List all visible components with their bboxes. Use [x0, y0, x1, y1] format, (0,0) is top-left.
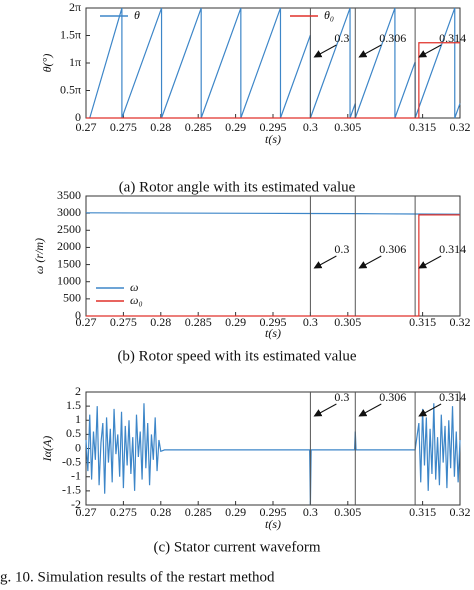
- y-tick-label: -2: [71, 497, 81, 511]
- series-line: [85, 212, 461, 215]
- marker-label: 0.314: [439, 390, 466, 404]
- x-tick-label: 0.275: [110, 315, 137, 329]
- x-tick-label: 0.32: [450, 315, 471, 329]
- legend-label: θ: [134, 8, 140, 22]
- x-tick-label: 0.29: [225, 505, 246, 519]
- x-tick-label: 0.29: [225, 315, 246, 329]
- marker-label: 0.314: [439, 31, 466, 45]
- x-tick-label: 0.305: [334, 315, 361, 329]
- marker-label: 0.314: [439, 242, 466, 256]
- x-tick-label: 0.275: [110, 505, 137, 519]
- y-tick-label: 1000: [57, 273, 81, 287]
- y-tick-label: 0.5π: [60, 82, 81, 96]
- x-tick-label: 0.295: [260, 505, 287, 519]
- x-tick-label: 0.295: [260, 315, 287, 329]
- x-tick-label: 0.285: [185, 315, 212, 329]
- x-tick-label: 0.305: [334, 120, 361, 134]
- legend-label: ω₀: [130, 293, 143, 307]
- caption: (a) Rotor angle with its estimated value: [119, 179, 356, 195]
- x-tick-label: 0.28: [150, 315, 171, 329]
- y-tick-label: 1.5π: [60, 27, 81, 41]
- marker-arrow: [358, 44, 382, 58]
- x-tick-label: 0.3: [303, 505, 318, 519]
- caption: (b) Rotor speed with its estimated value: [117, 348, 356, 364]
- x-tick-label: 0.295: [260, 120, 287, 134]
- x-tick-label: 0.3: [303, 315, 318, 329]
- legend-label: ω: [130, 280, 138, 294]
- x-tick-label: 0.315: [409, 120, 436, 134]
- x-tick-label: 0.305: [334, 505, 361, 519]
- marker-label: 0.306: [379, 242, 406, 256]
- x-tick-label: 0.275: [110, 120, 137, 134]
- x-tick-label: 0.28: [150, 505, 171, 519]
- y-tick-label: 2: [75, 384, 81, 398]
- marker-arrow: [358, 403, 382, 417]
- series-line: [89, 7, 461, 119]
- x-tick-label: 0.27: [76, 315, 97, 329]
- x-axis-label: t(s): [265, 517, 281, 531]
- y-tick-label: -1: [71, 469, 81, 483]
- plot-frame: [85, 391, 461, 506]
- y-axis-label: θ(°): [40, 54, 54, 73]
- marker-label: 0.3: [334, 390, 349, 404]
- y-axis-label: Iα(A): [40, 436, 54, 463]
- y-tick-label: -0.5: [62, 454, 81, 468]
- y-tick-label: 3000: [57, 205, 81, 219]
- y-tick-label: 0: [75, 440, 81, 454]
- y-tick-label: 500: [63, 291, 81, 305]
- y-tick-label: 0: [75, 308, 81, 322]
- marker-arrow: [418, 403, 442, 417]
- y-tick-label: 1: [75, 412, 81, 426]
- marker-label: 0.3: [334, 31, 349, 45]
- x-tick-label: 0.3: [303, 120, 318, 134]
- x-axis-label: t(s): [265, 326, 281, 340]
- marker-label: 0.3: [334, 242, 349, 256]
- marker-label: 0.306: [379, 31, 406, 45]
- marker-arrow: [358, 255, 382, 269]
- y-tick-label: 2π: [69, 0, 81, 14]
- series-line: [85, 403, 461, 506]
- x-tick-label: 0.29: [225, 120, 246, 134]
- marker-arrow: [418, 255, 442, 269]
- y-tick-label: 1.5: [66, 398, 81, 412]
- marker-label: 0.306: [379, 390, 406, 404]
- x-tick-label: 0.32: [450, 120, 471, 134]
- y-tick-label: 1500: [57, 256, 81, 270]
- legend-label: θ₀: [324, 8, 334, 22]
- y-tick-label: 1π: [69, 55, 81, 69]
- x-axis-label: t(s): [265, 132, 281, 146]
- marker-arrow: [313, 44, 337, 58]
- series-line: [86, 42, 460, 119]
- y-tick-label: 2000: [57, 239, 81, 253]
- x-tick-label: 0.27: [76, 505, 97, 519]
- x-tick-label: 0.315: [409, 505, 436, 519]
- caption: (c) Stator current waveform: [153, 539, 320, 555]
- x-tick-label: 0.28: [150, 120, 171, 134]
- marker-arrow: [313, 255, 337, 269]
- marker-arrow: [313, 403, 337, 417]
- y-tick-label: 0.5: [66, 426, 81, 440]
- x-tick-label: 0.32: [450, 505, 471, 519]
- marker-arrow: [418, 44, 442, 58]
- y-tick-label: 2500: [57, 222, 81, 236]
- y-tick-label: 3500: [57, 188, 81, 202]
- x-tick-label: 0.315: [409, 315, 436, 329]
- x-tick-label: 0.27: [76, 120, 97, 134]
- y-axis-label: ω (r/m): [32, 238, 46, 274]
- y-tick-label: 0: [75, 110, 81, 124]
- y-tick-label: -1.5: [62, 483, 81, 497]
- x-tick-label: 0.285: [185, 120, 212, 134]
- x-tick-label: 0.285: [185, 505, 212, 519]
- figure-caption: g. 10. Simulation results of the restart…: [0, 569, 275, 585]
